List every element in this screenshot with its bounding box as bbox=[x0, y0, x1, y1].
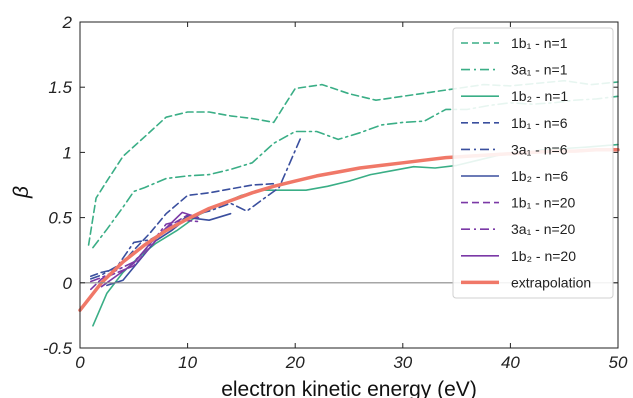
y-tick-label-5: 2 bbox=[62, 13, 73, 32]
legend-label-8: 1b₂ - n=20 bbox=[511, 248, 576, 264]
y-tick-label-2: 0.5 bbox=[48, 209, 72, 228]
tick-layer: 0 10 20 30 40 50-0.500.511.52 bbox=[43, 13, 628, 372]
series-line-4 bbox=[90, 137, 302, 280]
legend-label-9: extrapolation bbox=[511, 274, 591, 290]
legend-label-7: 3a₁ - n=20 bbox=[511, 221, 575, 237]
series-line-5 bbox=[106, 212, 232, 287]
x-tick-label-2: 20 bbox=[285, 353, 305, 372]
legend-label-1: 3a₁ - n=1 bbox=[511, 62, 568, 78]
y-axis-label: β bbox=[10, 186, 33, 199]
y-tick-label-3: 1 bbox=[63, 143, 72, 162]
legend-label-0: 1b₁ - n=1 bbox=[511, 35, 568, 51]
legend-label-4: 3a₁ - n=6 bbox=[511, 141, 568, 157]
series-line-3 bbox=[90, 182, 275, 278]
y-tick-label-4: 1.5 bbox=[48, 78, 72, 97]
x-tick-label-0: 0 bbox=[75, 353, 85, 372]
legend-label-6: 1b₁ - n=20 bbox=[511, 195, 575, 211]
legend-label-5: 1b₂ - n=6 bbox=[511, 168, 568, 184]
x-tick-label-4: 40 bbox=[501, 353, 520, 372]
x-tick-label-3: 30 bbox=[393, 353, 412, 372]
x-axis-label: electron kinetic energy (eV) bbox=[221, 378, 477, 398]
y-tick-label-1: 0 bbox=[63, 274, 73, 293]
x-tick-label-1: 10 bbox=[178, 353, 197, 372]
legend-label-3: 1b₁ - n=6 bbox=[511, 115, 568, 131]
legend: 1b₁ - n=1 3a₁ - n=1 1b₂ - n=1 1b₁ - n=6 3a₁ … bbox=[452, 27, 614, 299]
y-tick-label-0: -0.5 bbox=[43, 339, 73, 358]
legend-label-2: 1b₂ - n=1 bbox=[511, 88, 568, 104]
series-line-8 bbox=[100, 211, 200, 288]
plot-frame bbox=[79, 21, 619, 349]
x-tick-label-5: 50 bbox=[609, 353, 628, 372]
